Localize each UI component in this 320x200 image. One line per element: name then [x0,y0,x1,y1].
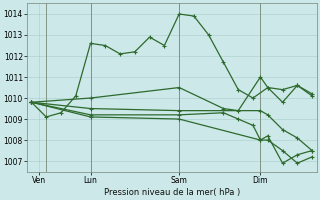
X-axis label: Pression niveau de la mer( hPa ): Pression niveau de la mer( hPa ) [104,188,240,197]
